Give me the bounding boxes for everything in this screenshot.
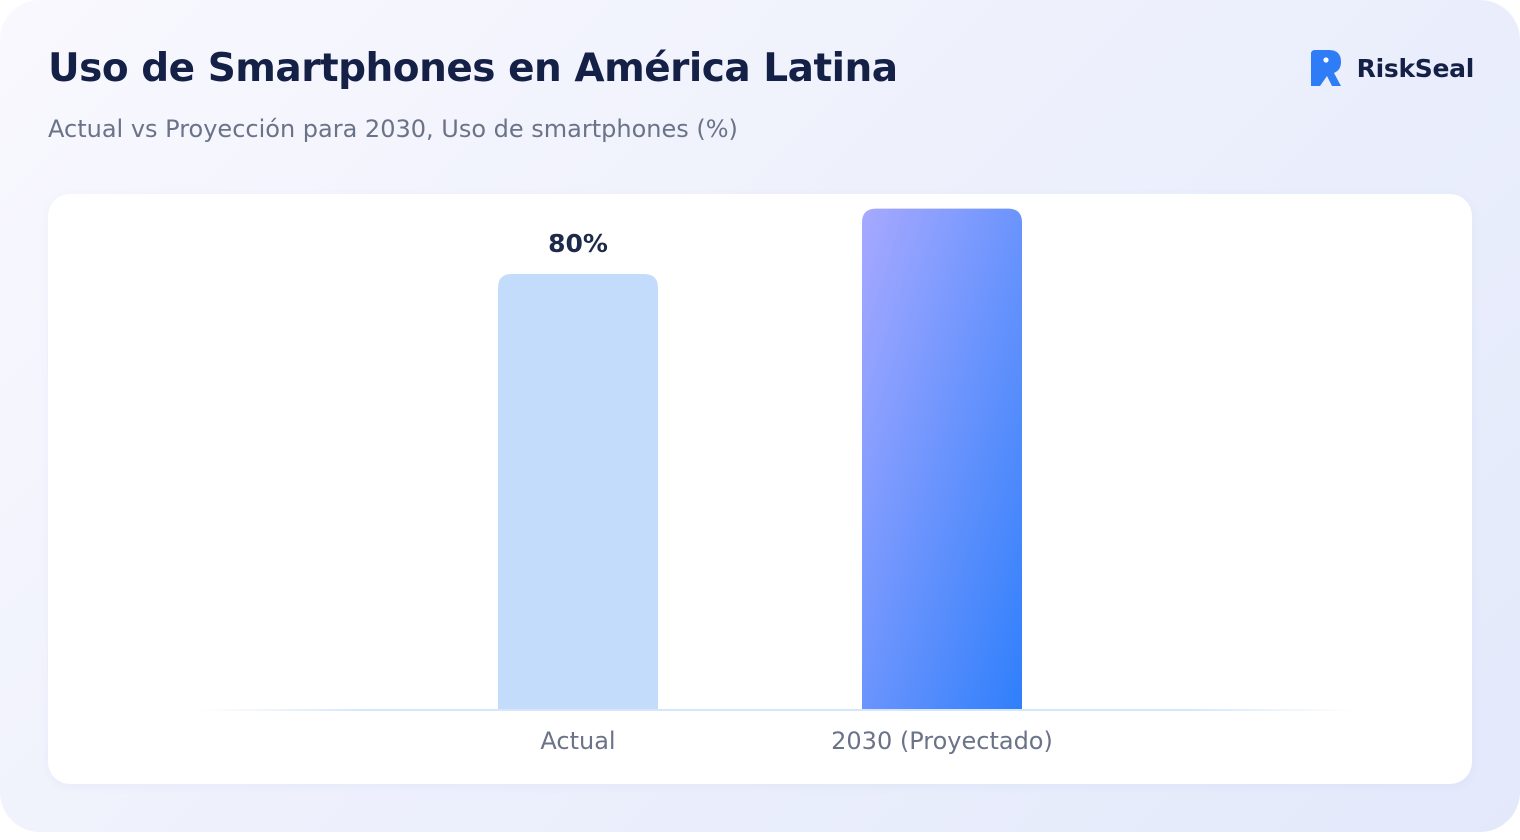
bar-projected-2030 (862, 208, 1022, 710)
riskseal-logo-icon (1310, 50, 1341, 86)
brand: RiskSeal (1305, 48, 1474, 88)
bar-chart: 80%Actual92%2030 (Proyectado) (198, 208, 1358, 755)
chart-subtitle: Actual vs Proyección para 2030, Uso de s… (48, 115, 738, 143)
x-tick-label-projected-2030: 2030 (Proyectado) (831, 727, 1053, 755)
data-label-actual: 80% (548, 229, 608, 258)
x-tick-label-actual: Actual (540, 727, 615, 755)
chart-title: Uso de Smartphones en América Latina (48, 46, 898, 91)
chart-card: 80%Actual92%2030 (Proyectado) (48, 194, 1472, 784)
brand-name: RiskSeal (1356, 53, 1475, 83)
x-axis-baseline (198, 709, 1358, 711)
bar-actual (498, 274, 658, 710)
